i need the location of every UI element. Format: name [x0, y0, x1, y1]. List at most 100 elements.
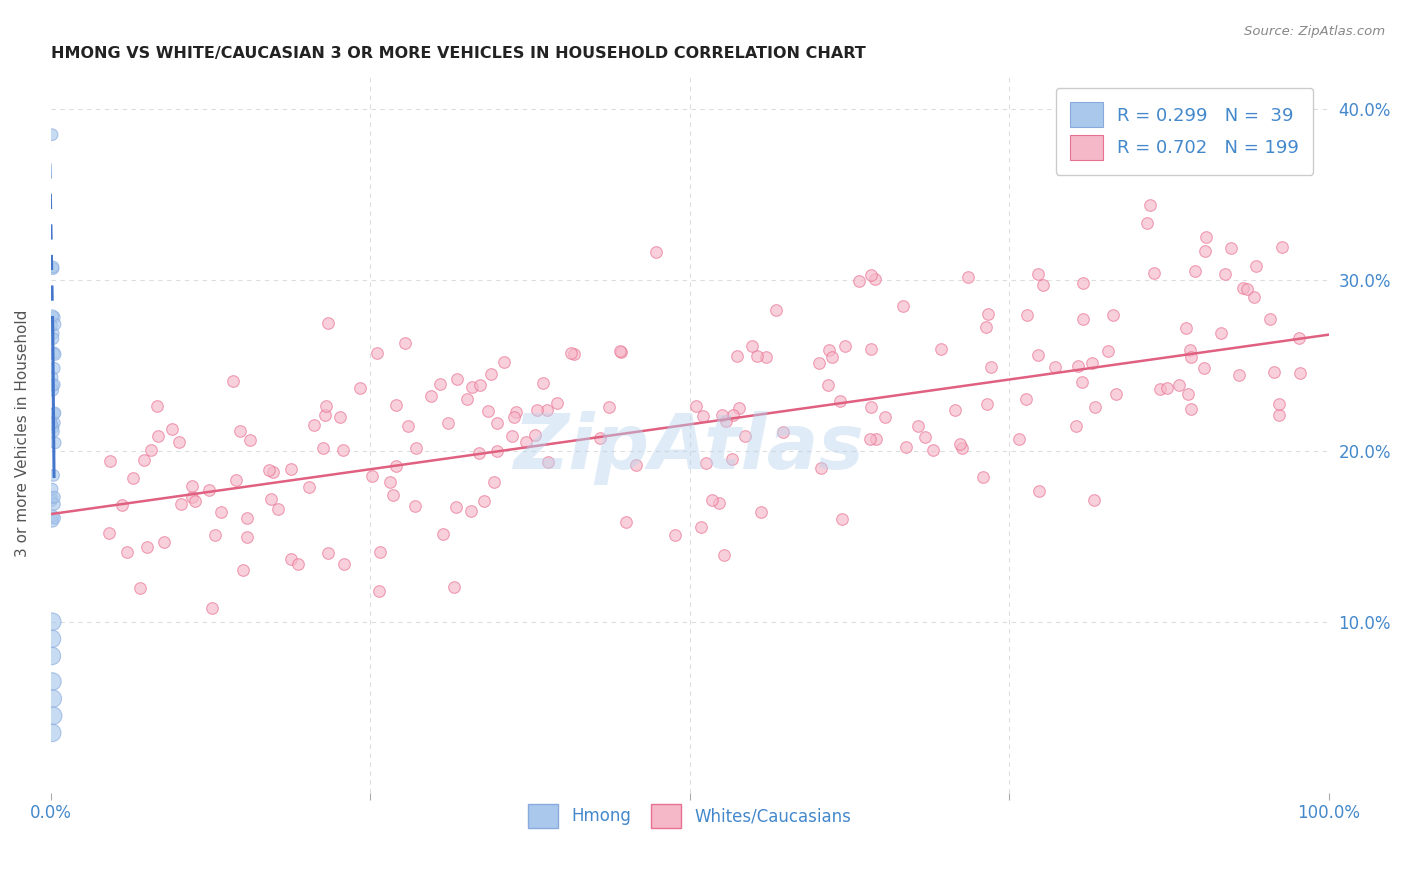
Point: [41, 674, 63, 689]
Point: [200, 601, 222, 615]
Point: [1081, 356, 1104, 370]
Point: [39, 493, 62, 508]
Point: [896, 440, 918, 454]
Point: [180, 479, 202, 493]
Point: [41, 309, 63, 323]
Point: [1008, 432, 1031, 446]
Point: [745, 349, 768, 363]
Point: [1174, 321, 1197, 335]
Point: [121, 471, 143, 485]
Point: [609, 343, 631, 358]
Point: [111, 498, 134, 512]
Point: [484, 475, 506, 489]
Point: [485, 444, 508, 458]
Point: [446, 371, 468, 385]
Point: [956, 270, 979, 285]
Point: [492, 355, 515, 369]
Point: [225, 473, 247, 487]
Point: [1177, 386, 1199, 401]
Point: [42, 420, 65, 434]
Point: [749, 505, 772, 519]
Point: [239, 433, 262, 447]
Point: [444, 500, 467, 515]
Point: [1139, 197, 1161, 211]
Point: [695, 456, 717, 470]
Point: [405, 441, 427, 455]
Point: [1244, 259, 1267, 273]
Point: [97, 525, 120, 540]
Point: [1136, 216, 1159, 230]
Point: [41, 370, 63, 384]
Point: [1015, 309, 1038, 323]
Point: [1083, 492, 1105, 507]
Point: [460, 504, 482, 518]
Point: [1232, 281, 1254, 295]
Point: [720, 451, 742, 466]
Point: [287, 557, 309, 571]
Point: [456, 392, 478, 406]
Point: [257, 463, 280, 477]
Point: [198, 483, 221, 498]
Point: [318, 316, 340, 330]
Point: [44, 407, 66, 421]
Point: [232, 563, 254, 577]
Point: [153, 534, 176, 549]
Point: [772, 425, 794, 439]
Point: [1180, 401, 1202, 416]
Point: [443, 580, 465, 594]
Point: [170, 497, 193, 511]
Point: [1195, 230, 1218, 244]
Point: [1260, 312, 1282, 326]
Point: [1184, 264, 1206, 278]
Point: [42, 261, 65, 276]
Point: [167, 435, 190, 450]
Point: [44, 416, 66, 430]
Point: [1168, 377, 1191, 392]
Point: [728, 401, 751, 415]
Point: [44, 346, 66, 360]
Point: [725, 350, 748, 364]
Point: [860, 268, 883, 282]
Point: [526, 403, 548, 417]
Point: [100, 454, 122, 468]
Point: [184, 493, 207, 508]
Point: [380, 475, 402, 489]
Point: [1014, 392, 1036, 406]
Point: [1156, 381, 1178, 395]
Point: [644, 244, 666, 259]
Point: [817, 343, 839, 357]
Point: [148, 428, 170, 442]
Point: [709, 496, 731, 510]
Point: [1236, 282, 1258, 296]
Point: [810, 461, 832, 475]
Point: [828, 393, 851, 408]
Point: [610, 344, 633, 359]
Point: [536, 402, 558, 417]
Point: [349, 381, 371, 395]
Point: [262, 465, 284, 479]
Point: [479, 367, 502, 381]
Text: HMONG VS WHITE/CAUCASIAN 3 OR MORE VEHICLES IN HOUSEHOLD CORRELATION CHART: HMONG VS WHITE/CAUCASIAN 3 OR MORE VEHIC…: [51, 46, 866, 62]
Point: [875, 409, 897, 424]
Point: [589, 431, 612, 445]
Point: [974, 320, 997, 334]
Point: [817, 378, 839, 392]
Point: [368, 545, 391, 559]
Point: [333, 558, 356, 572]
Point: [531, 376, 554, 390]
Point: [477, 403, 499, 417]
Point: [1268, 408, 1291, 422]
Point: [858, 432, 880, 446]
Point: [429, 376, 451, 391]
Point: [44, 435, 66, 450]
Point: [115, 545, 138, 559]
Point: [664, 528, 686, 542]
Point: [41, 491, 63, 505]
Point: [1243, 290, 1265, 304]
Point: [914, 430, 936, 444]
Point: [1097, 343, 1119, 358]
Point: [1101, 308, 1123, 322]
Point: [41, 128, 63, 142]
Point: [765, 303, 787, 318]
Point: [302, 417, 325, 432]
